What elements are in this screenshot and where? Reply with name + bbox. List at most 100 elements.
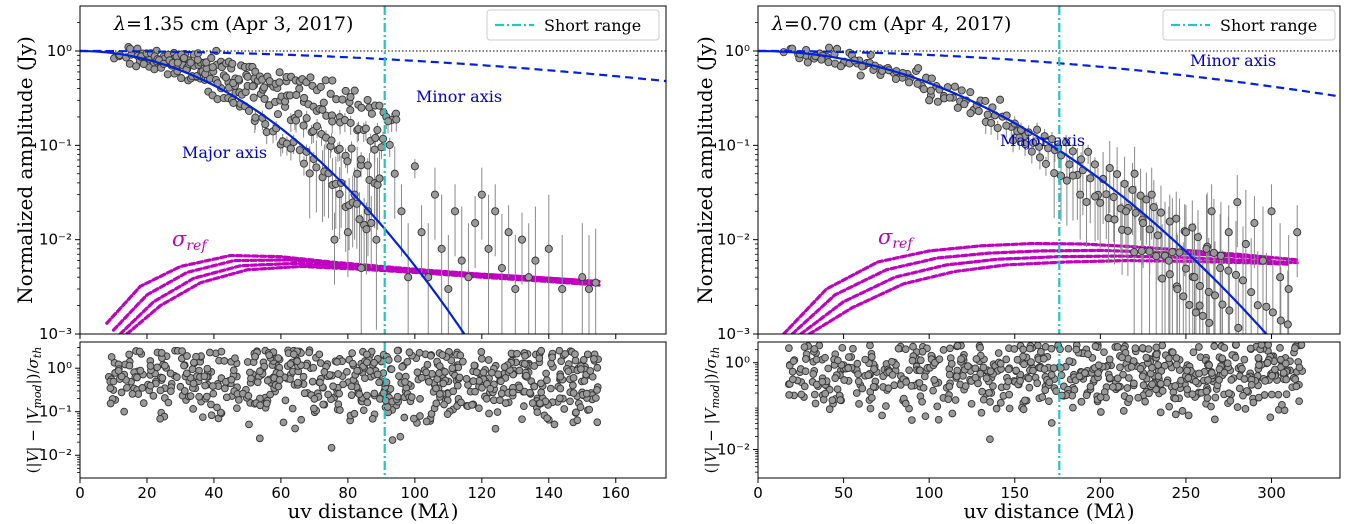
residual-point: [590, 355, 598, 363]
visibility-point: [261, 120, 270, 129]
residual-point: [339, 380, 347, 389]
y-tick-label: 10⁻¹: [39, 403, 72, 421]
visibility-point: [1102, 190, 1111, 199]
residual-point: [449, 387, 458, 396]
visibility-point: [1090, 160, 1099, 169]
residual-point: [1141, 397, 1149, 406]
visibility-point: [328, 117, 337, 126]
residual-point: [1038, 393, 1047, 401]
residual-point: [417, 373, 426, 382]
residual-point: [894, 344, 903, 353]
x-tick-label: 250: [1172, 484, 1201, 502]
residual-point: [982, 374, 991, 383]
residual-point: [1081, 369, 1089, 377]
residual-point: [423, 360, 432, 369]
residual-point: [887, 357, 896, 366]
residual-point: [1203, 394, 1212, 402]
residual-point: [802, 355, 810, 363]
x-tick-label: 0: [753, 484, 763, 502]
residual-point: [1072, 345, 1081, 354]
sigma-ref-track: [807, 258, 1291, 334]
x-tick-label: 60: [271, 484, 290, 502]
visibility-point: [824, 58, 833, 67]
residual-point: [1183, 366, 1191, 375]
residual-point: [1152, 343, 1161, 352]
left-bottom-ylabel: (|V| − |Vmod|)/σth: [24, 347, 44, 474]
residual-point: [1134, 393, 1143, 402]
visibility-point: [856, 71, 865, 80]
visibility-point: [1283, 320, 1292, 329]
x-tick-label: 160: [601, 484, 630, 502]
right-bottom-plot-area: [784, 342, 1307, 478]
visibility-point: [1172, 214, 1181, 223]
visibility-point: [417, 228, 426, 237]
residual-point: [878, 411, 886, 420]
residual-point: [305, 348, 314, 357]
residual-point: [788, 367, 797, 376]
residual-point: [979, 363, 988, 372]
residual-point: [125, 350, 134, 359]
visibility-point: [357, 155, 366, 164]
residual-point: [1261, 377, 1269, 385]
residual-point: [182, 369, 191, 378]
residual-point: [347, 382, 356, 391]
residual-point: [543, 376, 551, 384]
residual-point: [172, 373, 181, 381]
residual-point: [488, 368, 496, 377]
residual-point: [203, 364, 212, 373]
visibility-point: [330, 235, 339, 244]
residual-point: [213, 403, 221, 412]
residual-point: [963, 362, 972, 371]
residual-point: [1019, 405, 1028, 414]
residual-point: [1109, 383, 1117, 391]
visibility-point: [1041, 159, 1051, 168]
residual-point: [1195, 343, 1203, 351]
residual-point: [189, 405, 197, 413]
residual-point: [286, 360, 295, 368]
residual-point: [957, 355, 965, 363]
residual-point: [533, 408, 542, 417]
residual-point: [994, 349, 1003, 357]
visibility-point: [1050, 169, 1059, 178]
visibility-point: [945, 93, 954, 102]
residual-point: [1204, 376, 1212, 384]
residual-point: [407, 393, 416, 401]
visibility-point: [1218, 300, 1227, 309]
visibility-point: [243, 72, 252, 81]
visibility-point: [1110, 215, 1119, 224]
residual-point: [952, 372, 961, 381]
residual-point: [854, 377, 863, 386]
residual-point: [220, 357, 229, 365]
residual-point: [1231, 353, 1240, 362]
residual-point: [1172, 360, 1181, 369]
residual-point: [1027, 358, 1035, 366]
residual-point: [275, 376, 284, 384]
residual-point: [548, 353, 557, 362]
residual-point: [1024, 374, 1033, 383]
residual-point: [308, 377, 317, 386]
residual-point: [1154, 372, 1163, 381]
left-major-axis-label: Major axis: [182, 143, 267, 162]
residual-point: [297, 415, 306, 424]
visibility-point: [1238, 276, 1248, 285]
visibility-point: [803, 58, 812, 67]
visibility-point: [1164, 256, 1173, 265]
residual-point: [120, 407, 129, 416]
left-top-legend: Short range: [486, 9, 660, 41]
residual-point: [146, 381, 155, 390]
right-bottom-ticks: 0 50 100 150 200 250 300 10⁻² 10⁰: [717, 349, 1286, 502]
visibility-point: [1202, 244, 1211, 253]
residual-point: [106, 384, 115, 393]
visibility-point: [891, 74, 900, 84]
residual-point: [996, 398, 1005, 407]
visibility-point: [1015, 133, 1024, 142]
residual-point: [561, 350, 569, 358]
visibility-point: [1195, 301, 1204, 310]
visibility-point: [1225, 306, 1234, 315]
residual-point: [133, 373, 141, 382]
residual-point: [443, 410, 452, 419]
residual-point: [967, 399, 976, 408]
visibility-point: [1216, 251, 1225, 260]
residual-point: [401, 378, 409, 386]
residual-point: [416, 394, 424, 403]
